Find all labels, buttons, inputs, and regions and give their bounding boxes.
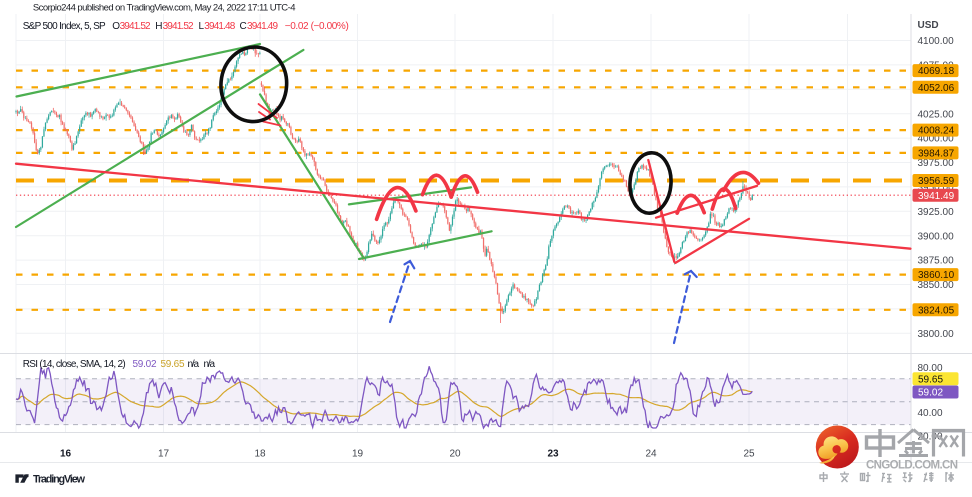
svg-text:59.65: 59.65 <box>161 359 185 370</box>
svg-text:O: O <box>112 21 120 32</box>
svg-text:16: 16 <box>60 449 72 460</box>
svg-text:3860.10: 3860.10 <box>918 270 955 281</box>
svg-text:CNGOLD.COM.CN: CNGOLD.COM.CN <box>866 460 958 472</box>
svg-text:4025.00: 4025.00 <box>918 109 955 120</box>
svg-text:23: 23 <box>547 449 559 460</box>
svg-text:n/a: n/a <box>204 359 216 370</box>
svg-text:20: 20 <box>449 449 461 460</box>
svg-text:3824.05: 3824.05 <box>918 305 955 316</box>
svg-text:20.00: 20.00 <box>918 432 943 443</box>
svg-text:19: 19 <box>352 449 364 460</box>
svg-text:4008.24: 4008.24 <box>918 126 955 137</box>
svg-text:S&P 500 Index, 5, SP: S&P 500 Index, 5, SP <box>23 21 106 32</box>
svg-text:25: 25 <box>743 449 755 460</box>
svg-text:4100.00: 4100.00 <box>918 36 955 47</box>
svg-text:3941.52: 3941.52 <box>163 21 194 32</box>
svg-text:L: L <box>199 21 205 32</box>
svg-text:3950.00: 3950.00 <box>918 183 955 194</box>
svg-text:3925.00: 3925.00 <box>918 207 955 218</box>
svg-text:17: 17 <box>158 449 170 460</box>
svg-text:3984.87: 3984.87 <box>918 149 955 160</box>
svg-text:RSI (14, close, SMA, 14, 2): RSI (14, close, SMA, 14, 2) <box>23 359 126 370</box>
svg-text:59.65: 59.65 <box>918 374 943 385</box>
svg-text:4069.18: 4069.18 <box>918 66 955 77</box>
svg-text:24: 24 <box>645 449 657 460</box>
svg-text:3975.00: 3975.00 <box>918 158 955 169</box>
svg-text:C: C <box>240 21 247 32</box>
svg-text:3875.00: 3875.00 <box>918 256 955 267</box>
svg-text:3800.00: 3800.00 <box>918 329 955 340</box>
svg-text:3941.49: 3941.49 <box>918 191 955 202</box>
svg-text:18: 18 <box>254 449 266 460</box>
svg-text:59.02: 59.02 <box>133 359 157 370</box>
svg-text:3900.00: 3900.00 <box>918 231 955 242</box>
svg-text:n/a: n/a <box>188 359 200 370</box>
svg-text:H: H <box>155 21 162 32</box>
svg-text:3941.49: 3941.49 <box>247 21 278 32</box>
svg-text:−0.02 (−0.00%): −0.02 (−0.00%) <box>285 21 349 32</box>
svg-text:3941.52: 3941.52 <box>120 21 151 32</box>
svg-text:4000.00: 4000.00 <box>918 134 955 145</box>
svg-text:4052.06: 4052.06 <box>918 83 955 94</box>
svg-text:59.02: 59.02 <box>918 388 943 399</box>
svg-text:3956.59: 3956.59 <box>918 176 955 187</box>
svg-text:USD: USD <box>918 20 939 31</box>
svg-text:80.00: 80.00 <box>918 363 943 374</box>
svg-text:TradingView: TradingView <box>33 474 86 486</box>
svg-text:40.00: 40.00 <box>918 408 943 419</box>
svg-text:Scorpio244 published on Tradin: Scorpio244 published on TradingView.com,… <box>33 2 296 13</box>
svg-text:3941.48: 3941.48 <box>204 21 235 32</box>
svg-text:3850.00: 3850.00 <box>918 280 955 291</box>
